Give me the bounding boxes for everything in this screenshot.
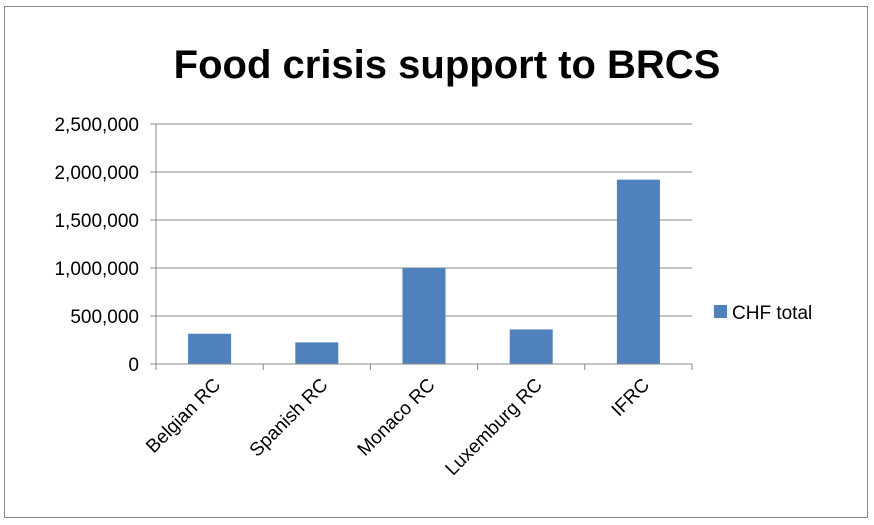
y-tick-label: 1,000,000: [54, 259, 139, 280]
chart-title: Food crisis support to BRCS: [174, 43, 721, 87]
y-tick-label: 1,500,000: [54, 211, 139, 232]
gridlines: [150, 123, 692, 365]
y-tick-labels: 0 500,000 1,000,000 1,500,000 2,000,000 2,500…: [54, 115, 139, 376]
x-tick-label: Spanish RC: [246, 375, 333, 462]
bar: [402, 268, 446, 364]
legend: CHF total: [714, 303, 812, 324]
x-tick-label: IFRC: [608, 375, 654, 421]
x-tick-label: Belgian RC: [142, 375, 225, 458]
bar: [509, 329, 553, 364]
bar: [188, 333, 232, 364]
x-tick-labels: Belgian RC Spanish RC Monaco RC Luxemburg R…: [142, 375, 654, 480]
x-tick-label: Luxemburg RC: [442, 375, 547, 480]
legend-label: CHF total: [732, 303, 812, 324]
bar: [295, 342, 339, 364]
y-tick-label: 500,000: [70, 307, 139, 328]
axes: [155, 124, 693, 370]
bars: [188, 179, 660, 364]
x-tick-label: Monaco RC: [354, 375, 440, 461]
y-tick-label: 2,000,000: [54, 163, 139, 184]
chart-frame: [4, 6, 868, 518]
y-tick-label: 2,500,000: [54, 115, 139, 136]
bar: [616, 179, 660, 364]
legend-swatch: [714, 305, 727, 318]
y-tick-label: 0: [128, 355, 139, 376]
